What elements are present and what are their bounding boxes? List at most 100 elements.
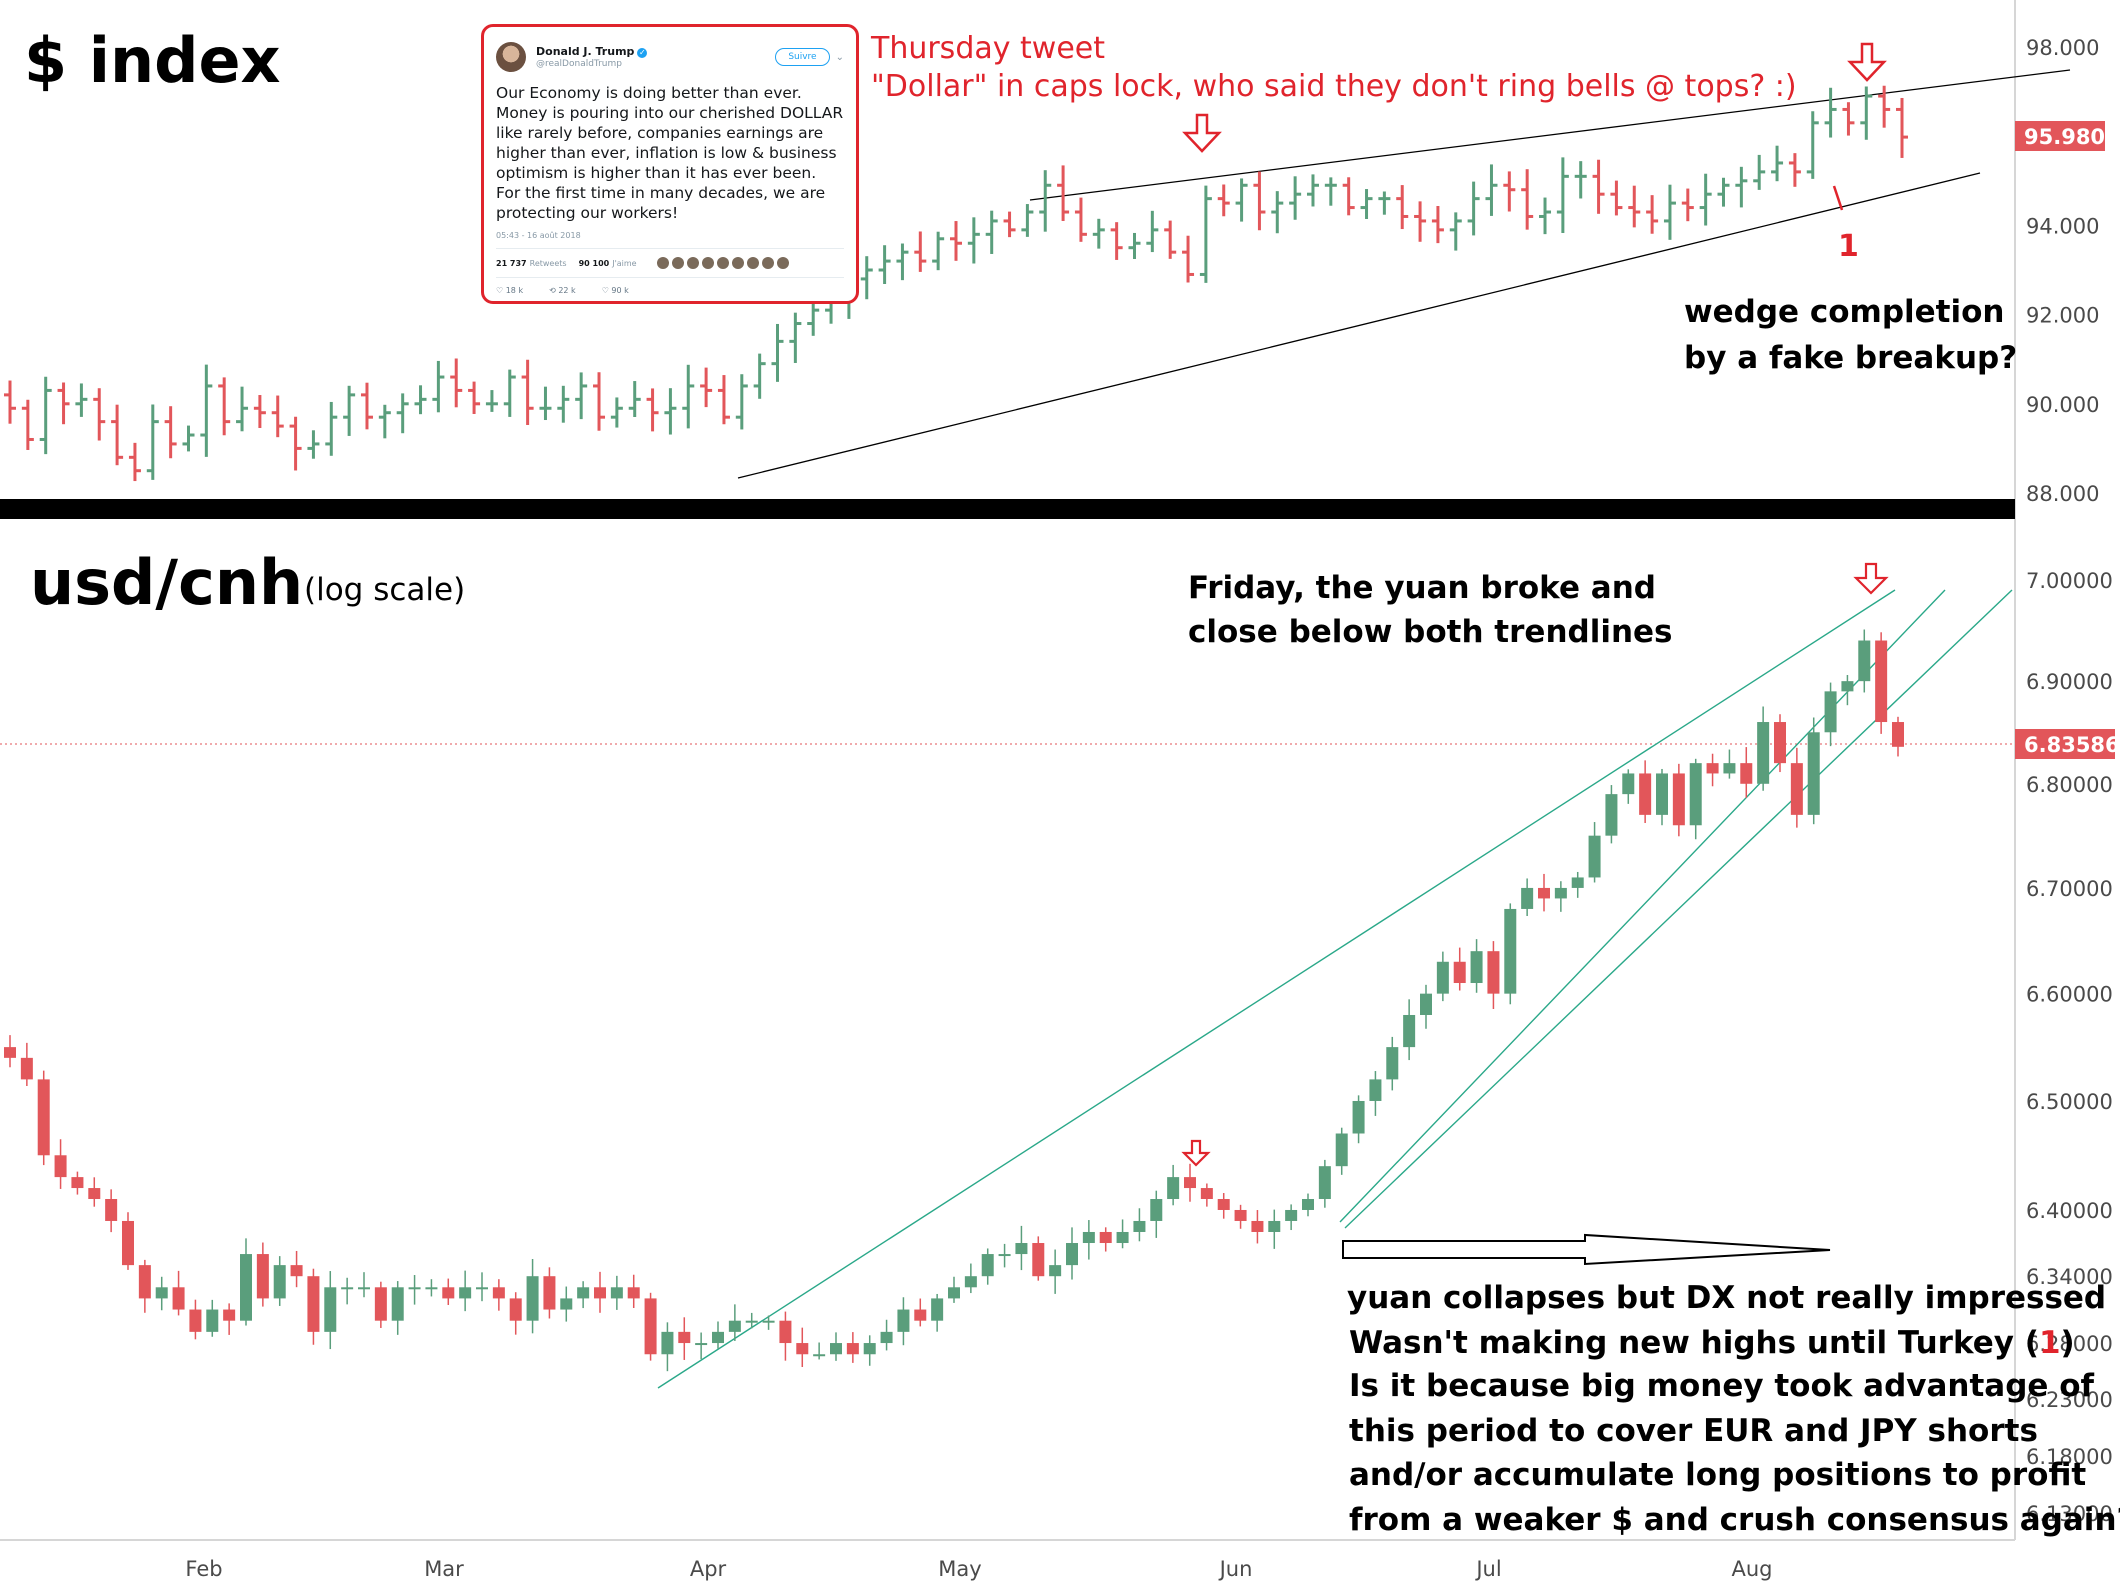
candlestick [594,1271,606,1313]
candlestick [37,1070,50,1166]
dx-ohlc-series [4,85,1908,482]
ohlc-bar [1342,177,1355,216]
candlestick [627,1274,640,1308]
ohlc-bar [1842,102,1855,136]
tweet-likes-count: 90 100 [578,258,610,268]
candlestick [240,1238,252,1326]
chevron-down-icon[interactable]: ⌄ [835,51,844,63]
ohlc-bar [1824,87,1837,138]
ohlc-bar [896,243,909,281]
reply-button[interactable]: ♡ 18 k [496,286,523,295]
tweet-author-handle: @realDonaldTrump [536,59,622,69]
ohlc-bar [1735,166,1748,208]
avatar [701,257,714,269]
cnh-price-tick-label: 6.23000 [2026,1388,2113,1412]
ohlc-bar [1431,206,1444,244]
like-button[interactable]: ♡ 90 k [602,286,629,295]
ohlc-bar [1217,184,1230,217]
ohlc-bar [485,390,498,412]
ohlc-bar [253,395,266,429]
cnh-price-tick-label: 6.60000 [2026,983,2113,1007]
ohlc-bar [1521,169,1534,230]
ohlc-bar [914,231,927,272]
candlestick [1150,1190,1163,1238]
ohlc-bar [1128,232,1141,260]
ohlc-bar [343,385,356,436]
candlestick [341,1277,354,1305]
reply-icon: ♡ [496,286,506,295]
candlestick [256,1242,269,1307]
bottom-note-line6: from a weaker $ and crush consensus agai… [1349,1502,2120,1538]
ohlc-bar [1771,145,1784,182]
candlestick [728,1304,741,1341]
ohlc-bar [610,397,623,428]
arrow-down-icon [1853,562,1889,595]
ohlc-bar [1360,189,1373,219]
candlestick [1554,881,1567,912]
ohlc-bar [271,395,284,438]
wedge-note-line2: by a fake breakup? [1684,340,2017,376]
ohlc-bar [1592,159,1605,214]
ohlc-bar [146,404,159,480]
candlestick [745,1312,758,1329]
candlestick [1504,903,1517,1005]
ohlc-bar [771,323,784,382]
cnh-long-trendline [657,589,1896,1389]
candlestick [543,1267,556,1319]
ohlc-bar [93,388,106,441]
candlestick [1656,768,1668,826]
candlestick [526,1258,539,1334]
candlestick [1302,1193,1314,1217]
candlestick [931,1293,944,1332]
ohlc-bar [1021,204,1034,237]
dx-price-tag-text: 95.980 [2024,125,2105,149]
candlestick [442,1278,455,1305]
tweet-retweets-count: 21 737 [496,258,527,268]
ohlc-bar [414,385,427,415]
candlestick [374,1281,387,1328]
dx-title: $ index [24,24,281,97]
candlestick [577,1281,590,1309]
arrow-down-icon [1847,42,1887,82]
dx-price-tag [2015,121,2105,151]
ohlc-bar [39,376,52,455]
ohlc-bar [1485,164,1498,216]
ohlc-bar [1182,235,1195,283]
ohlc-bar [200,364,213,457]
cnh-price-tag [2015,729,2115,759]
cnh-price-tick-label: 6.18000 [2026,1445,2113,1469]
cnh-mid-trendline [1339,589,1946,1223]
ohlc-bar [646,388,659,432]
candlestick [813,1342,826,1360]
ohlc-bar [593,372,606,431]
candlestick [1420,984,1432,1029]
candlestick [1757,706,1770,791]
avatar [746,257,759,269]
avatar [671,257,684,269]
candlestick [644,1292,657,1361]
reply-count: 18 k [505,286,524,295]
candlestick [189,1299,202,1340]
thursday-note-line1: Thursday tweet [870,31,1105,66]
candlestick [678,1317,691,1360]
avatar [731,257,744,269]
month-tick-label: May [938,1557,981,1581]
bottom-note-line5: and/or accumulate long positions to prof… [1349,1457,2086,1493]
tweet-actions: ♡ 18 k ⟲ 22 k ♡ 90 k [496,286,844,295]
candlestick [122,1212,134,1270]
retweet-button[interactable]: ⟲ 22 k [549,286,576,295]
follow-button[interactable]: Suivre [775,48,830,66]
ohlc-bar [1503,171,1516,212]
candlestick [105,1189,118,1233]
candlestick [796,1327,809,1368]
ohlc-bar [1092,218,1105,249]
verified-icon: ✓ [637,48,648,58]
avatar [716,257,729,269]
cnh-candle-series [4,629,1904,1372]
ohlc-bar [1378,191,1391,215]
ohlc-bar [1860,86,1873,140]
dx-price-tick-label: 88.000 [2026,482,2099,506]
ohlc-bar [1539,197,1552,235]
cnh-title: usd/cnh [30,546,303,619]
